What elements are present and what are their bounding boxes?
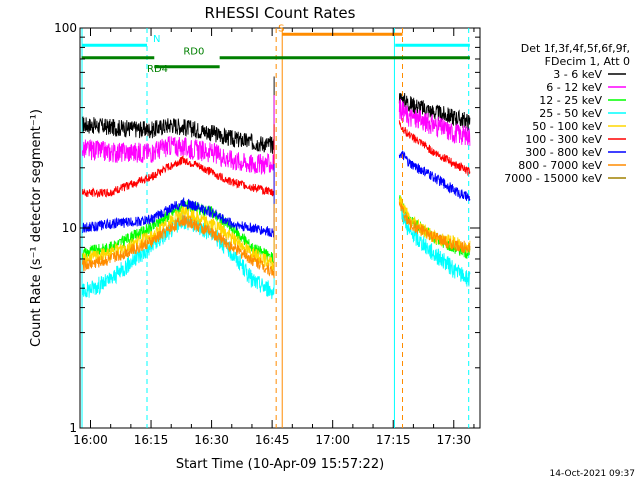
x-tick-label-4: 17:00 [315,433,350,447]
state-label-rd4: RD4 [147,64,168,75]
state-label-n: N [153,34,160,45]
data-layer: N S RD0 RD4 [81,23,471,428]
legend-label-1: 6 - 12 keV [546,81,602,94]
legend-label-5: 100 - 300 keV [525,133,602,146]
y-tick-label-0: 1 [69,421,77,435]
legend-header-0: Det 1f,3f,4f,5f,6f,9f, [521,42,630,55]
series-line-6-seg-0 [82,164,275,238]
legend-label-6: 300 - 800 keV [525,146,602,159]
state-label-s: S [278,23,284,34]
series-line-1-seg-0 [81,95,275,175]
x-tick-label-0: 16:00 [73,433,108,447]
legend: Det 1f,3f,4f,5f,6f,9f,FDecim 1, Att 03 -… [504,42,630,185]
legend-label-4: 50 - 100 keV [532,120,602,133]
y-tick-label-1: 10 [62,221,77,235]
x-tick-label-6: 17:30 [436,433,471,447]
series-line-5-seg-0 [81,124,275,199]
legend-label-0: 3 - 6 keV [553,68,602,81]
chart-title: RHESSI Count Rates [205,4,356,22]
legend-label-3: 25 - 50 keV [539,107,602,120]
x-tick-label-3: 16:45 [255,433,290,447]
legend-header-1: FDecim 1, Att 0 [545,55,630,68]
series-line-7-seg-0 [81,203,275,279]
series-line-1-seg-1 [398,98,471,146]
series-line-6-seg-1 [398,150,471,201]
series-line-0-seg-0 [82,76,275,154]
legend-label-2: 12 - 25 keV [539,94,602,107]
series-line-0-seg-1 [398,92,471,132]
legend-label-8: 7000 - 15000 keV [504,172,602,185]
series-line-2-seg-0 [81,190,275,265]
y-axis-label: Count Rate (s⁻¹ detector segment⁻¹) [29,109,44,347]
footer-timestamp: 14-Oct-2021 09:37 [550,469,635,479]
x-tick-label-2: 16:30 [194,433,229,447]
legend-label-7: 800 - 7000 keV [518,159,602,172]
series-line-5-seg-1 [398,120,471,176]
series-line-3-seg-1 [398,199,471,287]
series-line-7-seg-1 [398,202,471,254]
x-tick-label-1: 16:15 [134,433,169,447]
x-axis-label: Start Time (10-Apr-09 15:57:22) [176,457,384,472]
axis-layer: 16:00 16:15 16:30 16:45 17:00 17:15 17:30 1 10 10… [54,21,480,447]
y-tick-label-2: 100 [54,21,77,35]
state-label-rd0: RD0 [183,47,204,58]
series-line-3-seg-0 [81,211,275,300]
x-tick-label-5: 17:15 [376,433,411,447]
